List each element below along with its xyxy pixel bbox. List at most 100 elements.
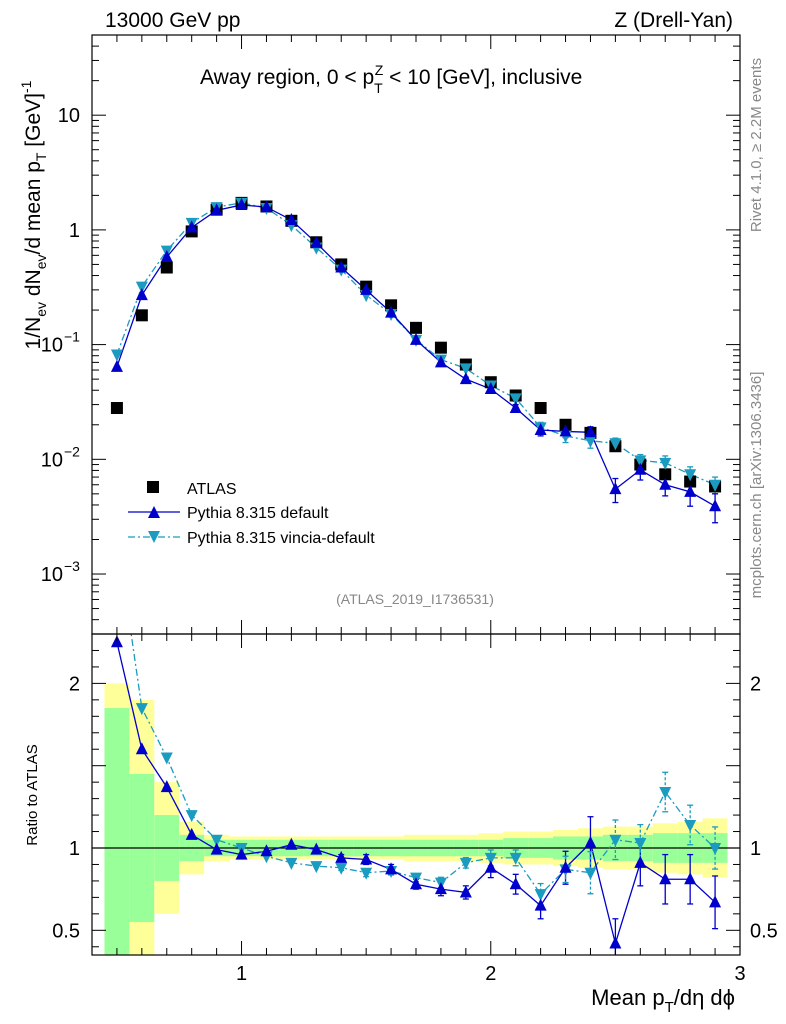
chart-title: Away region, 0 < pTZ < 10 [GeV], inclusi… (200, 62, 582, 96)
analysis-id-label: (ATLAS_2019_I1736531) (336, 591, 494, 607)
legend-default-label: Pythia 8.315 default (187, 505, 329, 522)
default-data-point (484, 382, 497, 395)
default-data-point (260, 200, 273, 213)
atlas-data-point (659, 468, 672, 481)
x-axis-label: Mean pT/dη dϕ (591, 985, 735, 1016)
vincia-data-point (110, 349, 123, 362)
ratio-tick-label-left: 2 (69, 673, 80, 695)
legend-vincia-label: Pythia 8.315 vincia-default (187, 530, 375, 547)
default-data-point (235, 197, 248, 210)
energy-label: 13000 GeV pp (105, 9, 240, 32)
default-ratio-point (434, 882, 447, 895)
default-ratio-point (335, 850, 348, 863)
default-ratio-point (235, 847, 248, 860)
default-ratio-point (410, 877, 422, 890)
atlas-data-point (410, 321, 422, 334)
y-tick-label: 1 (69, 220, 80, 242)
default-data-point (709, 499, 722, 512)
default-data-point (285, 212, 298, 225)
y-tick-label-exponent: −1 (64, 329, 80, 345)
default-data-point (434, 355, 447, 368)
default-data-point (135, 288, 148, 301)
ratio-tick-label-right: 0.5 (750, 920, 778, 942)
legend-default-marker (148, 506, 160, 518)
default-series-line (116, 204, 716, 507)
atlas-data-point (534, 402, 547, 415)
vincia-ratio-point (310, 861, 323, 874)
default-ratio-point (160, 780, 173, 793)
atlas-data-point (160, 261, 173, 274)
default-data-point (584, 425, 597, 438)
ratio-tick-label-left: 1 (69, 838, 80, 860)
atlas-data-point (434, 341, 447, 354)
default-ratio-point (285, 837, 298, 850)
vincia-data-point (584, 435, 597, 448)
default-ratio-point (360, 852, 373, 865)
y-tick-label-exponent: −2 (64, 443, 80, 459)
vincia-data-point (509, 393, 522, 406)
default-ratio-point (260, 844, 273, 857)
default-ratio-point (559, 860, 572, 873)
ratio-tick-label-left: 0.5 (52, 920, 80, 942)
vincia-ratio-point (509, 852, 522, 865)
default-ratio-point (709, 895, 722, 908)
default-ratio-point (459, 885, 472, 898)
ratio-tick-label-right: 1 (750, 838, 761, 860)
x-tick-label: 2 (485, 963, 496, 985)
vincia-data-point (709, 479, 722, 492)
default-ratio-point (210, 842, 223, 855)
vincia-data-point (659, 457, 672, 470)
default-data-point (185, 220, 198, 233)
y-tick-label: 10 (58, 105, 80, 127)
vincia-ratio-point (210, 834, 223, 847)
y-tick-label: 10 (41, 449, 63, 471)
vincia-ratio-point (659, 787, 672, 800)
ratio-band-inner (104, 708, 130, 955)
default-data-point (360, 282, 373, 295)
default-ratio-point (684, 872, 697, 885)
vincia-ratio-point (160, 752, 173, 765)
default-data-point (160, 250, 173, 263)
legend-vincia-marker (148, 531, 160, 543)
default-ratio-point (185, 827, 198, 840)
default-ratio-point (534, 898, 547, 911)
default-data-point (459, 372, 472, 385)
vincia-ratio-point (684, 819, 697, 832)
atlas-data-point (135, 309, 148, 322)
default-data-point (310, 235, 323, 248)
x-tick-label: 3 (734, 963, 745, 985)
default-ratio-point (310, 842, 323, 855)
default-ratio-point (385, 862, 398, 875)
vincia-ratio-point (459, 857, 472, 870)
default-data-point (634, 462, 647, 475)
default-ratio-point (110, 635, 123, 648)
default-data-point (335, 260, 348, 273)
default-data-point (110, 359, 123, 372)
atlas-data-point (110, 402, 123, 415)
vincia-ratio-point (609, 834, 622, 847)
default-data-point (559, 424, 572, 437)
legend-atlas-marker (147, 481, 159, 493)
vincia-ratio-point (285, 857, 298, 870)
x-tick-label: 1 (236, 963, 247, 985)
vincia-ratio-point (584, 867, 597, 880)
default-data-point (609, 482, 622, 495)
vincia-data-point (459, 363, 472, 376)
ratio-plot-frame (91, 633, 741, 956)
default-data-point (534, 423, 547, 436)
y-tick-label-exponent: −3 (64, 558, 80, 574)
default-ratio-point (509, 877, 522, 890)
vincia-data-point (634, 455, 647, 468)
atlas-data-point (684, 475, 697, 488)
vincia-ratio-point (709, 843, 722, 855)
vincia-data-point (135, 281, 148, 294)
default-data-point (385, 305, 398, 318)
process-label: Z (Drell-Yan) (614, 9, 733, 32)
default-ratio-point (135, 742, 148, 755)
vincia-ratio-point (484, 852, 497, 865)
default-ratio-point (609, 936, 622, 949)
vincia-ratio-point (534, 889, 547, 902)
default-data-point (210, 203, 223, 216)
